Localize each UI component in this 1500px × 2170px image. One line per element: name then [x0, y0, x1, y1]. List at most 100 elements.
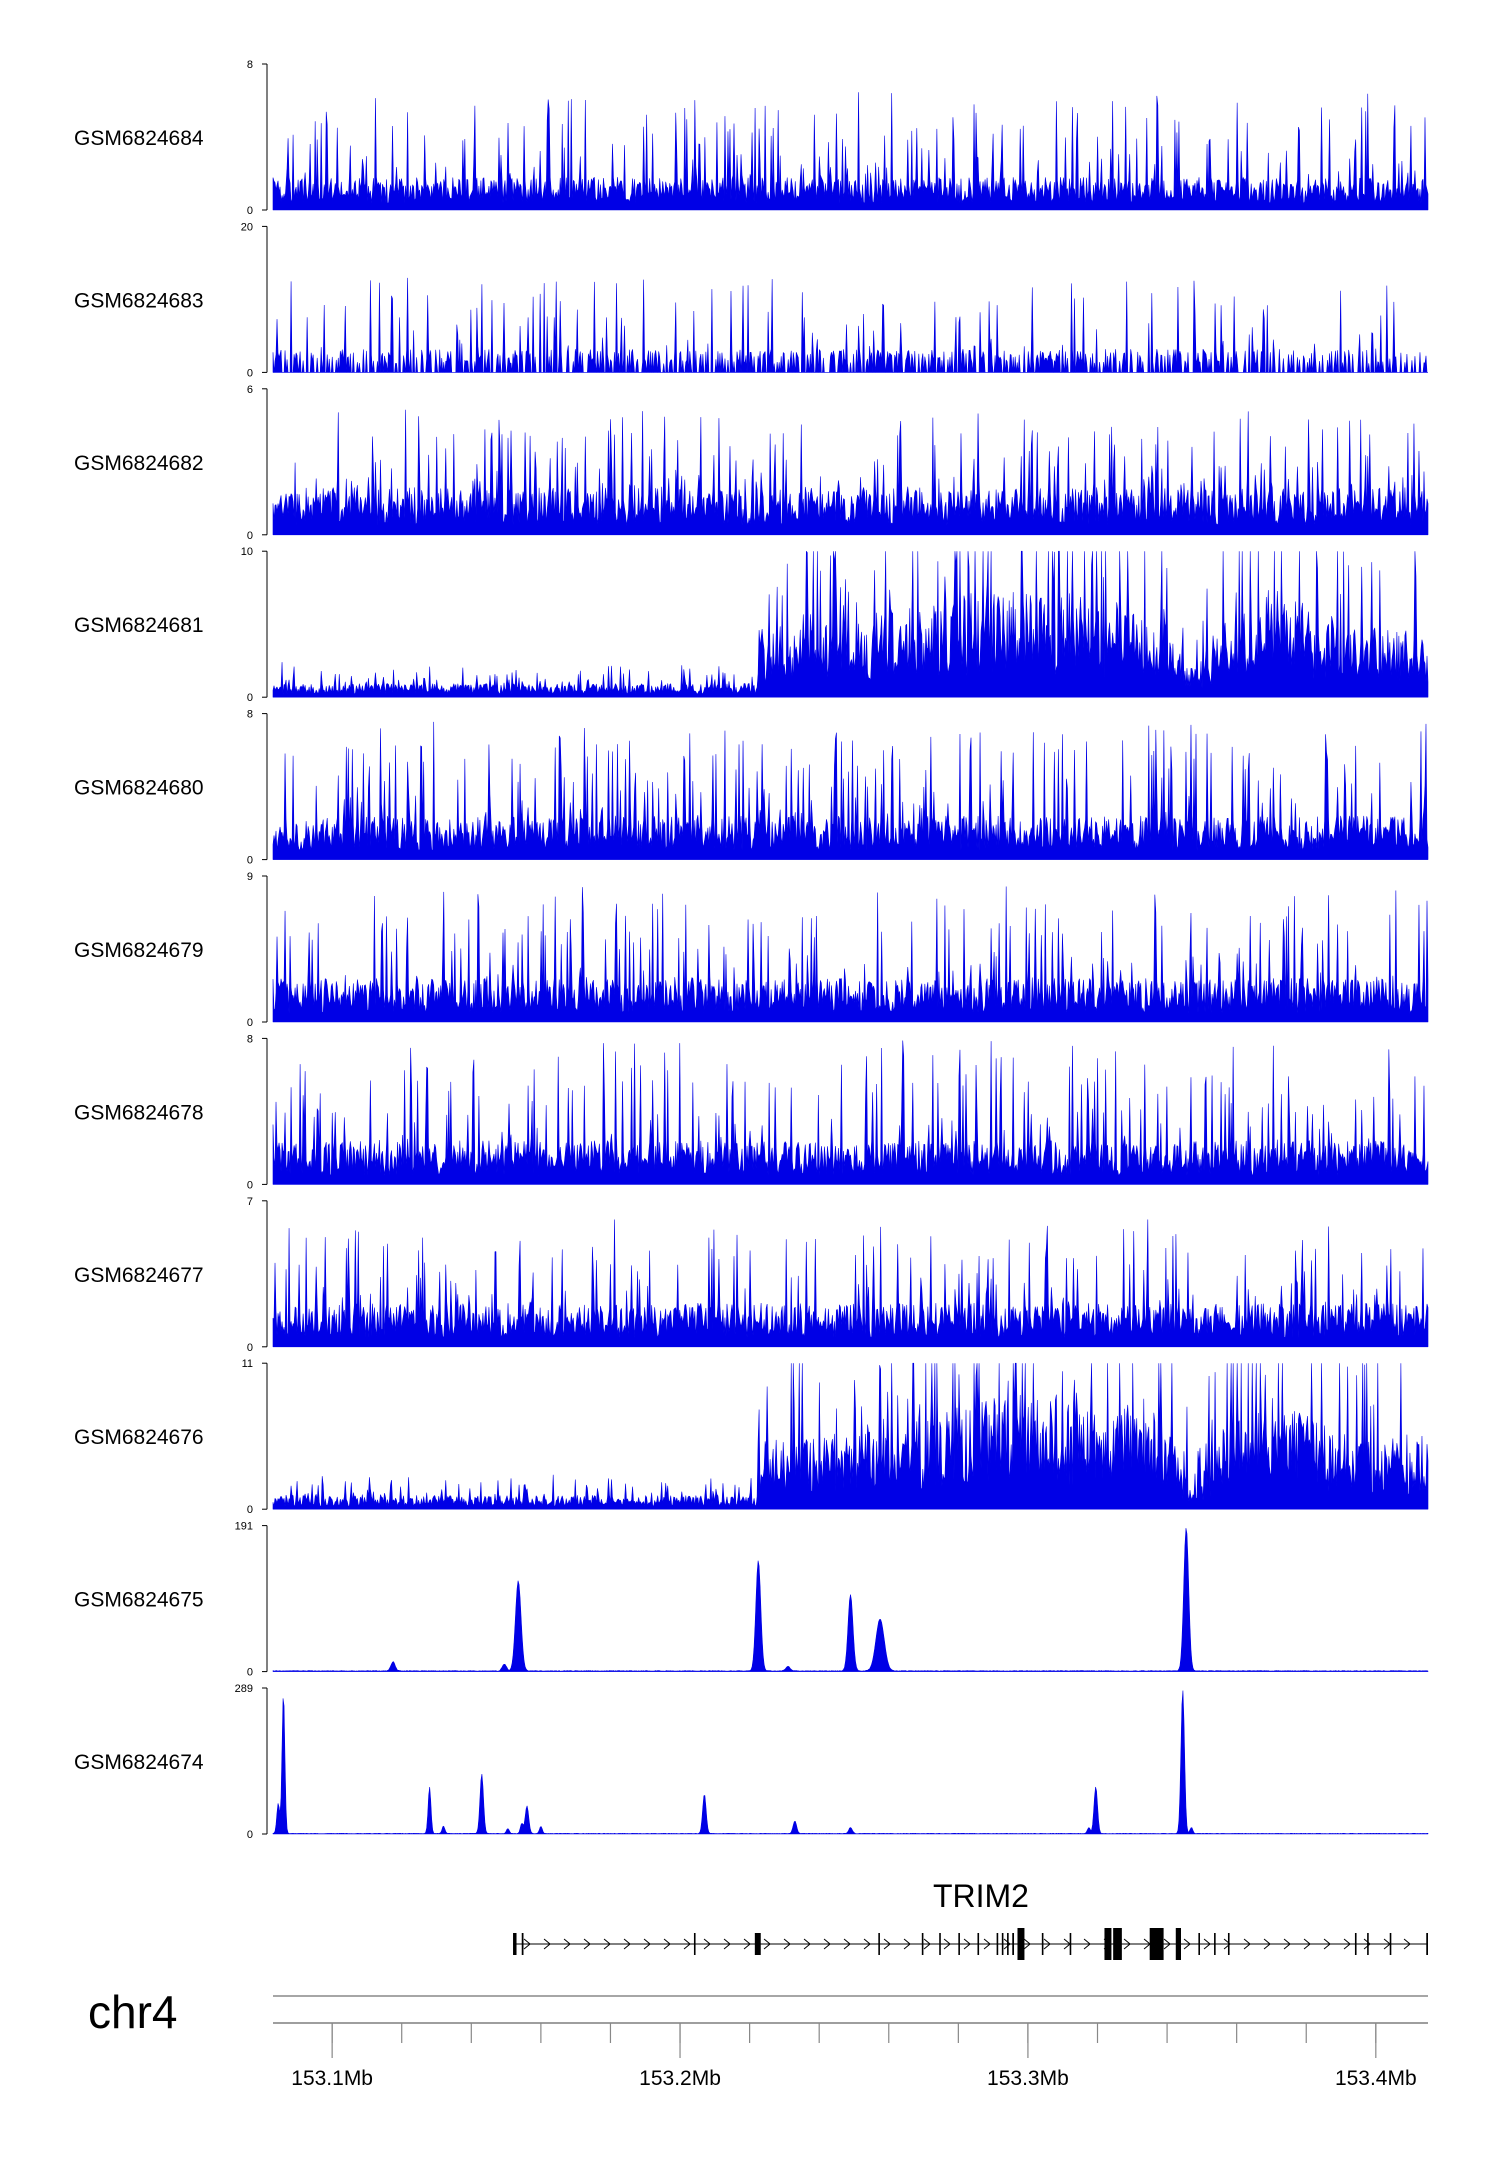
strand-arrow: [1343, 1938, 1351, 1950]
strand-arrow: [1083, 1938, 1091, 1950]
strand-arrow: [1403, 1938, 1411, 1950]
gene-track: TRIM2: [513, 1878, 1428, 1960]
strand-arrow: [1223, 1938, 1231, 1950]
coverage-signal: [272, 1362, 1429, 1510]
strand-arrow: [983, 1938, 991, 1950]
coverage-signal: [272, 886, 1429, 1023]
strand-arrow: [1263, 1938, 1271, 1950]
strand-arrow: [1003, 1938, 1011, 1950]
y-axis-min-label: 0: [247, 1504, 253, 1516]
track-GSM6824684: GSM6824684 8 0: [74, 59, 1429, 217]
track-GSM6824677: GSM6824677 7 0: [74, 1196, 1429, 1354]
genomic-axis: 153.1Mb 153.2Mb 153.3Mb 153.4Mb: [273, 2022, 1428, 2090]
y-axis-min-label: 0: [247, 1342, 253, 1354]
track-GSM6824674: GSM6824674 289 0: [74, 1683, 1429, 1841]
exon: [754, 1933, 761, 1955]
y-axis-max-label: 10: [241, 546, 253, 558]
strand-arrow: [883, 1938, 891, 1950]
track-GSM6824675: GSM6824675 191 0: [74, 1521, 1429, 1679]
exon: [977, 1933, 980, 1955]
track-label: GSM6824675: [74, 1589, 204, 1612]
strand-arrow: [803, 1938, 811, 1950]
strand-arrow: [523, 1938, 531, 1950]
strand-arrow: [1183, 1938, 1191, 1950]
exon: [1012, 1933, 1015, 1955]
exon: [939, 1933, 941, 1955]
exon: [1007, 1933, 1009, 1955]
track-GSM6824682: GSM6824682 6 0: [74, 384, 1429, 542]
strand-arrow: [923, 1938, 931, 1950]
track-label: GSM6824682: [74, 452, 204, 475]
y-axis-max-label: 8: [247, 1033, 253, 1045]
track-GSM6824679: GSM6824679 9 0: [74, 871, 1429, 1029]
coverage-signal: [272, 550, 1429, 698]
track-label: GSM6824683: [74, 289, 204, 312]
x-axis-tick-label: 153.3Mb: [987, 2067, 1069, 2090]
y-axis-max-label: 8: [247, 709, 253, 721]
chromosome-label: chr4: [88, 1986, 177, 2038]
strand-arrow: [963, 1938, 971, 1950]
y-axis-min-label: 0: [247, 1829, 253, 1841]
exon: [693, 1933, 696, 1955]
exon: [1354, 1933, 1357, 1955]
strand-arrow: [543, 1938, 551, 1950]
y-axis-max-label: 9: [247, 871, 253, 883]
track-label: GSM6824676: [74, 1426, 204, 1449]
strand-arrow: [1323, 1938, 1331, 1950]
track-GSM6824683: GSM6824683 20 0: [74, 221, 1428, 379]
strand-arrow: [1023, 1938, 1031, 1950]
y-axis-min-label: 0: [247, 855, 253, 867]
x-axis-tick-label: 153.1Mb: [291, 2067, 373, 2090]
strand-arrow: [603, 1938, 611, 1950]
coverage-signal: [272, 1040, 1429, 1185]
exon: [521, 1933, 524, 1955]
strand-arrow: [563, 1938, 571, 1950]
exon: [1389, 1933, 1392, 1955]
strand-arrow: [723, 1938, 731, 1950]
x-axis-tick-label: 153.2Mb: [639, 2067, 721, 2090]
y-axis-min-label: 0: [247, 1179, 253, 1191]
exon: [921, 1933, 924, 1955]
gene-model: [513, 1928, 1428, 1960]
y-axis-min-label: 0: [247, 1017, 253, 1029]
strand-arrow: [1363, 1938, 1371, 1950]
exon: [1227, 1933, 1230, 1955]
strand-arrow: [783, 1938, 791, 1950]
y-axis-max-label: 20: [241, 221, 253, 233]
track-label: GSM6824674: [74, 1751, 204, 1774]
coverage-signal: [272, 721, 1429, 860]
exon: [1001, 1933, 1004, 1955]
track-label: GSM6824680: [74, 777, 204, 800]
exon: [1069, 1933, 1072, 1955]
strand-arrow: [1163, 1938, 1171, 1950]
strand-arrow: [583, 1938, 591, 1950]
y-axis-max-label: 8: [247, 59, 253, 71]
strand-arrow: [1043, 1938, 1051, 1950]
strand-arrow: [763, 1938, 771, 1950]
strand-arrow: [1243, 1938, 1251, 1950]
y-axis-min-label: 0: [247, 530, 253, 542]
track-GSM6824676: GSM6824676 11 0: [74, 1358, 1429, 1516]
track-label: GSM6824677: [74, 1264, 204, 1287]
coverage-signal: [272, 1528, 1429, 1672]
strand-arrow: [943, 1938, 951, 1950]
track-GSM6824678: GSM6824678 8 0: [74, 1033, 1429, 1191]
strand-arrow: [1303, 1938, 1311, 1950]
strand-arrow: [823, 1938, 831, 1950]
strand-arrow: [703, 1938, 711, 1950]
exon: [1149, 1928, 1164, 1960]
y-axis-min-label: 0: [247, 692, 253, 704]
y-axis-max-label: 11: [242, 1358, 253, 1370]
strand-arrow: [643, 1938, 651, 1950]
track-label: GSM6824681: [74, 614, 204, 637]
exon: [1104, 1928, 1112, 1960]
strand-arrow: [1283, 1938, 1291, 1950]
track-GSM6824680: GSM6824680 8 0: [74, 709, 1429, 867]
coverage-signal: [272, 277, 1428, 373]
exon: [1198, 1933, 1200, 1955]
y-axis-max-label: 6: [247, 384, 253, 396]
y-axis-max-label: 191: [235, 1521, 253, 1533]
coverage-signal: [272, 92, 1429, 211]
exon: [878, 1933, 880, 1955]
